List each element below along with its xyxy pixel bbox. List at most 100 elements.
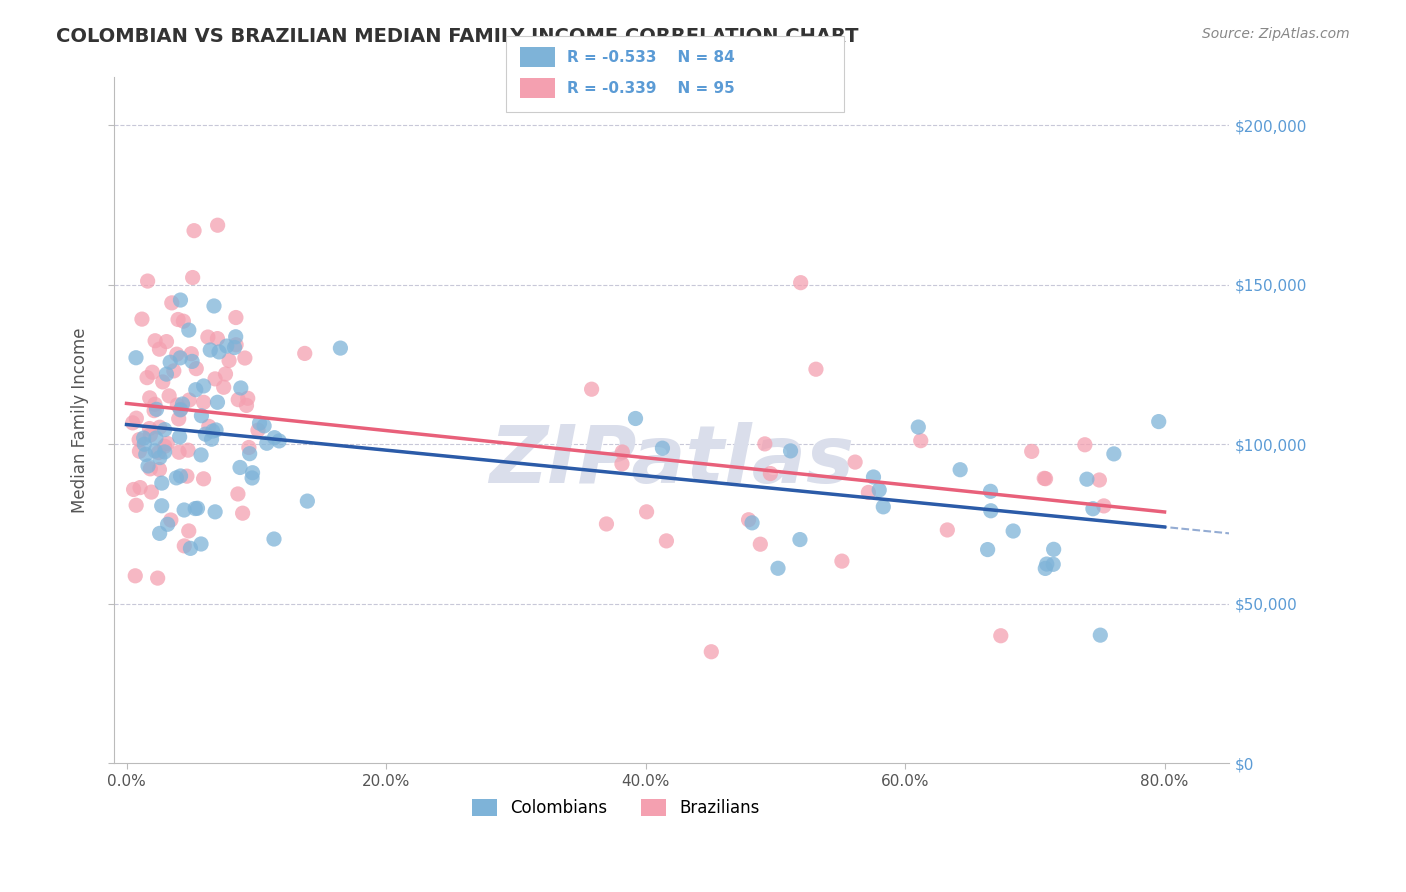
Brazilians (197, 419, 219, 434)
Text: R = -0.339    N = 95: R = -0.339 N = 95 (567, 81, 734, 95)
Colombians (249, 416, 271, 430)
Brazilians (156, 436, 179, 450)
Colombians (651, 441, 673, 455)
Brazilians (177, 443, 200, 458)
Colombians (169, 351, 191, 365)
Brazilians (218, 353, 240, 368)
Brazilians (183, 224, 205, 238)
Brazilians (759, 467, 782, 481)
Brazilians (148, 445, 170, 459)
Brazilians (138, 391, 160, 405)
Colombians (204, 505, 226, 519)
Colombians (240, 471, 263, 485)
Brazilians (143, 397, 166, 411)
Colombians (193, 379, 215, 393)
Colombians (242, 466, 264, 480)
Text: COLOMBIAN VS BRAZILIAN MEDIAN FAMILY INCOME CORRELATION CHART: COLOMBIAN VS BRAZILIAN MEDIAN FAMILY INC… (56, 27, 859, 45)
Brazilians (193, 395, 215, 409)
Colombians (155, 367, 177, 381)
Colombians (207, 395, 229, 409)
Colombians (153, 445, 176, 459)
Brazilians (166, 398, 188, 412)
Y-axis label: Median Family Income: Median Family Income (72, 327, 89, 513)
Brazilians (128, 444, 150, 458)
Colombians (868, 483, 890, 497)
Brazilians (754, 437, 776, 451)
Colombians (1147, 415, 1170, 429)
Colombians (263, 532, 285, 546)
Colombians (263, 431, 285, 445)
Brazilians (581, 382, 603, 396)
Colombians (136, 458, 159, 473)
Colombians (202, 299, 225, 313)
Colombians (253, 418, 276, 433)
Colombians (208, 345, 231, 359)
Colombians (134, 437, 156, 451)
Brazilians (612, 445, 634, 459)
Brazilians (167, 312, 190, 326)
Brazilians (226, 392, 249, 407)
Brazilians (181, 270, 204, 285)
Colombians (150, 476, 173, 491)
Brazilians (655, 533, 678, 548)
Brazilians (1035, 472, 1057, 486)
Colombians (741, 516, 763, 530)
Colombians (190, 409, 212, 423)
Brazilians (143, 403, 166, 417)
Colombians (1033, 561, 1056, 575)
Brazilians (1021, 444, 1043, 458)
Colombians (862, 470, 884, 484)
Text: R = -0.533    N = 84: R = -0.533 N = 84 (567, 50, 734, 64)
Colombians (173, 503, 195, 517)
Brazilians (610, 457, 633, 471)
Colombians (1042, 558, 1064, 572)
Brazilians (139, 462, 162, 476)
Colombians (872, 500, 894, 514)
Colombians (976, 542, 998, 557)
Brazilians (136, 274, 159, 288)
Colombians (143, 443, 166, 458)
Brazilians (152, 375, 174, 389)
Brazilians (167, 412, 190, 426)
Colombians (159, 355, 181, 369)
Colombians (200, 432, 222, 446)
Brazilians (1033, 471, 1056, 485)
Brazilians (173, 539, 195, 553)
Colombians (125, 351, 148, 365)
Colombians (181, 354, 204, 368)
Colombians (179, 541, 201, 556)
Brazilians (125, 498, 148, 512)
Colombians (201, 424, 224, 438)
Brazilians (160, 296, 183, 310)
Brazilians (160, 513, 183, 527)
Text: Source: ZipAtlas.com: Source: ZipAtlas.com (1202, 27, 1350, 41)
Colombians (149, 526, 172, 541)
Brazilians (636, 505, 658, 519)
Colombians (766, 561, 789, 575)
Colombians (269, 434, 291, 448)
Brazilians (214, 367, 236, 381)
Brazilians (155, 334, 177, 349)
Brazilians (153, 439, 176, 453)
Brazilians (163, 364, 186, 378)
Brazilians (138, 421, 160, 435)
Brazilians (936, 523, 959, 537)
Brazilians (129, 481, 152, 495)
Brazilians (804, 362, 827, 376)
Brazilians (737, 513, 759, 527)
Brazilians (141, 485, 163, 500)
Brazilians (148, 342, 170, 356)
Colombians (215, 339, 238, 353)
Colombians (145, 402, 167, 417)
Colombians (1035, 557, 1057, 571)
Colombians (172, 397, 194, 411)
Brazilians (197, 330, 219, 344)
Colombians (229, 381, 252, 395)
Colombians (949, 463, 972, 477)
Colombians (907, 420, 929, 434)
Colombians (145, 431, 167, 445)
Colombians (1081, 501, 1104, 516)
Brazilians (143, 334, 166, 348)
Brazilians (595, 516, 617, 531)
Brazilians (128, 433, 150, 447)
